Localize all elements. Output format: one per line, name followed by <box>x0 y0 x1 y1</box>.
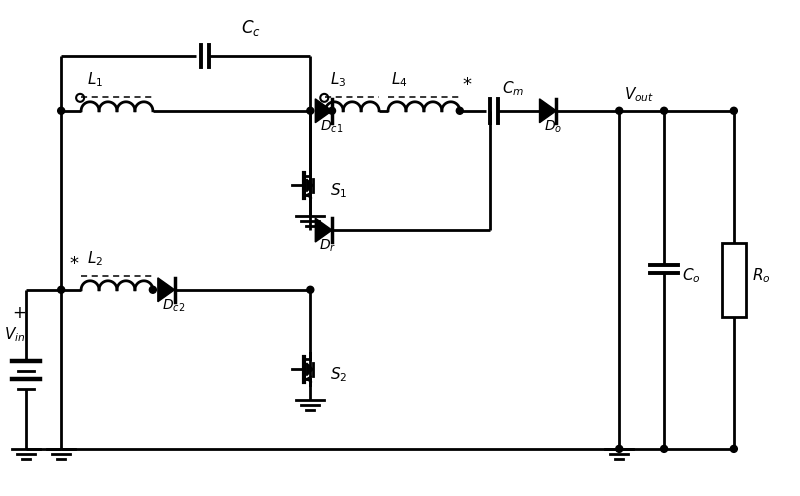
Circle shape <box>150 286 156 293</box>
Polygon shape <box>315 218 332 242</box>
Text: $*$: $*$ <box>462 74 472 92</box>
Text: $+$: $+$ <box>12 304 26 321</box>
Text: $S_1$: $S_1$ <box>330 182 348 200</box>
Text: $D_r$: $D_r$ <box>319 238 337 254</box>
Polygon shape <box>539 99 556 123</box>
Circle shape <box>661 445 667 452</box>
Polygon shape <box>315 99 332 123</box>
Circle shape <box>307 107 314 114</box>
Circle shape <box>58 107 65 114</box>
Circle shape <box>456 107 463 114</box>
Circle shape <box>730 445 738 452</box>
Text: $C_m$: $C_m$ <box>502 79 524 98</box>
Text: $D_{c1}$: $D_{c1}$ <box>320 119 343 135</box>
Text: $L_2$: $L_2$ <box>87 249 103 268</box>
Circle shape <box>616 107 622 114</box>
Text: $D_{c2}$: $D_{c2}$ <box>162 298 185 314</box>
Text: $C_c$: $C_c$ <box>241 18 261 38</box>
Text: $L_4$: $L_4$ <box>391 70 408 89</box>
Text: $S_2$: $S_2$ <box>330 365 347 384</box>
Text: $*$: $*$ <box>69 253 79 271</box>
Text: $R_o$: $R_o$ <box>752 266 770 285</box>
Text: $D_o$: $D_o$ <box>543 119 562 135</box>
Circle shape <box>661 107 667 114</box>
Polygon shape <box>306 363 313 375</box>
Circle shape <box>616 445 622 452</box>
Circle shape <box>58 286 65 293</box>
Polygon shape <box>306 179 313 191</box>
Circle shape <box>730 107 738 114</box>
Text: $C_o$: $C_o$ <box>682 266 701 285</box>
Bar <box>722 243 746 317</box>
Text: $L_1$: $L_1$ <box>87 70 103 89</box>
Text: $L_3$: $L_3$ <box>330 70 346 89</box>
Text: $V_{in}$: $V_{in}$ <box>4 325 26 344</box>
Circle shape <box>329 107 335 114</box>
Circle shape <box>307 286 314 293</box>
Text: $V_{out}$: $V_{out}$ <box>624 85 654 104</box>
Polygon shape <box>158 278 174 302</box>
